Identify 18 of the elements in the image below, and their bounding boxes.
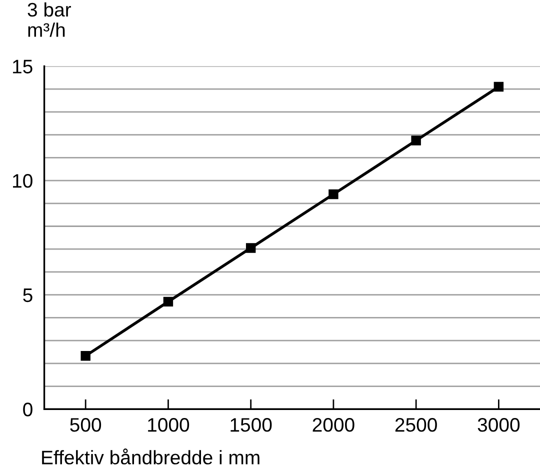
x-tick-label: 500 <box>70 418 102 432</box>
y-axis-title: 3 bar m³/h <box>28 2 71 37</box>
y-tick-label: 10 <box>13 174 32 188</box>
x-axis-title: Effektiv båndbredde i mm <box>42 448 260 464</box>
point <box>328 189 338 200</box>
point <box>163 296 174 307</box>
point <box>80 351 90 361</box>
x-tick-label: 1500 <box>230 418 272 432</box>
point <box>411 136 421 146</box>
y-tick-label: 15 <box>13 60 32 74</box>
y-tick-label: 0 <box>23 402 32 416</box>
x-tick-label: 2500 <box>395 418 437 432</box>
y-tick-label: 5 <box>23 288 32 302</box>
point <box>246 243 256 253</box>
x-tick-label: 1000 <box>148 418 190 432</box>
point <box>494 82 504 92</box>
x-tick-label: 2000 <box>312 418 354 432</box>
x-tick-label: 3000 <box>478 418 520 432</box>
